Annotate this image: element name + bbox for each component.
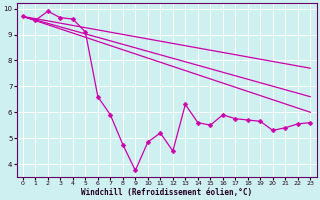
X-axis label: Windchill (Refroidissement éolien,°C): Windchill (Refroidissement éolien,°C) [81,188,252,197]
